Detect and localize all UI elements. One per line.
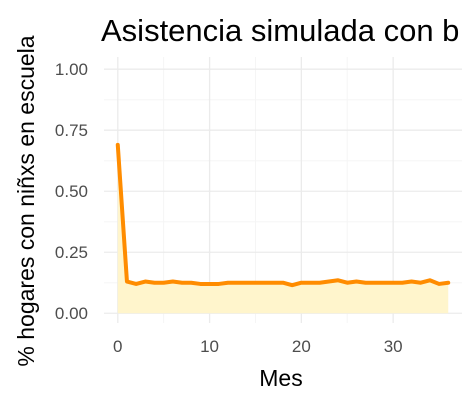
x-axis-title: Mes <box>259 365 302 391</box>
series-area <box>117 144 449 314</box>
x-tick-labels: 0 10 20 30 <box>113 337 403 356</box>
y-tick-labels: 0.00 0.25 0.50 0.75 1.00 <box>55 60 88 323</box>
y-axis-title: % hogares con niñxs en escuela <box>13 35 39 366</box>
series-line <box>115 142 451 288</box>
y-tick-label: 0.75 <box>55 121 88 140</box>
x-tick-label: 20 <box>292 337 311 356</box>
chart-title: Asistencia simulada con b <box>101 13 459 48</box>
x-tick-label: 30 <box>384 337 403 356</box>
x-tick-label: 10 <box>200 337 219 356</box>
x-tick-label: 0 <box>113 337 122 356</box>
y-tick-label: 0.50 <box>55 182 88 201</box>
y-tick-label: 1.00 <box>55 60 88 79</box>
y-tick-label: 0.00 <box>55 304 88 323</box>
y-tick-label: 0.25 <box>55 243 88 262</box>
